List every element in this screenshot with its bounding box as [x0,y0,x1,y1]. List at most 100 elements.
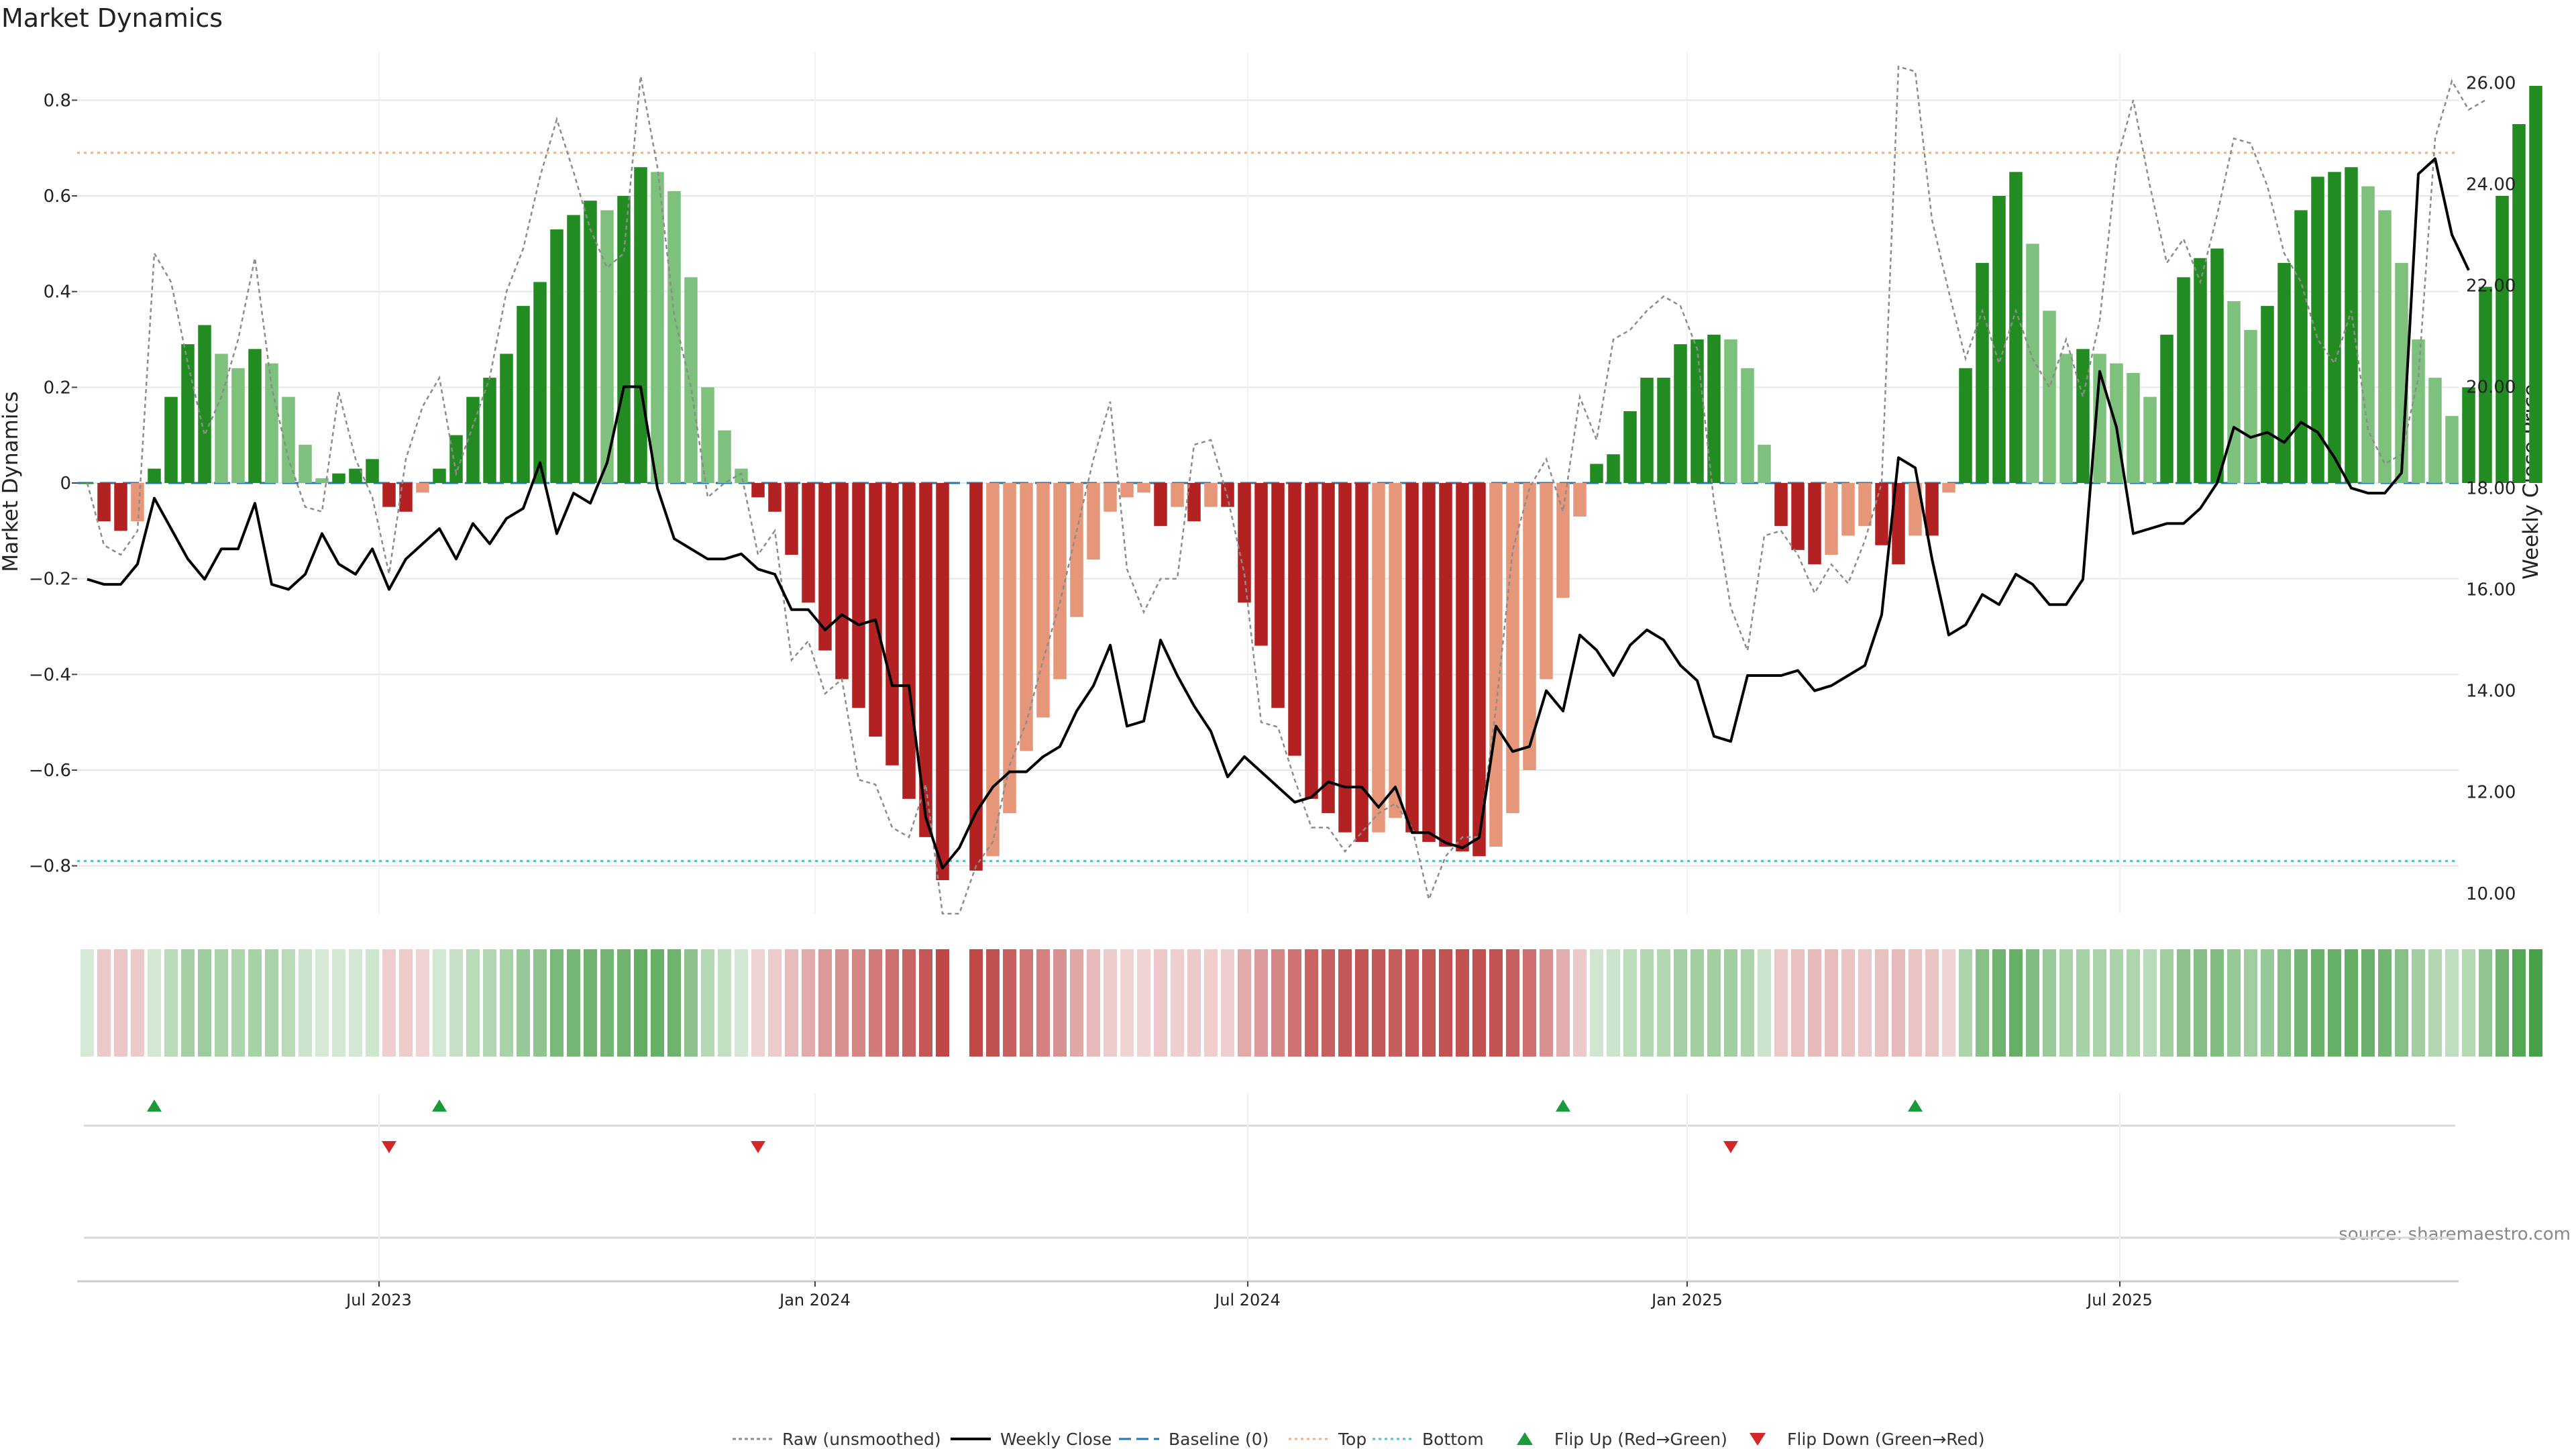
strip-cell-112 [1959,949,1972,1057]
y2-tick-label: 26.00 [2466,73,2516,93]
strip-cell-138 [2395,949,2408,1057]
strip-cell-80 [1422,949,1436,1057]
strip-cell-107 [1875,949,1888,1057]
bar-71 [1271,483,1285,708]
strip-cell-84 [1489,949,1503,1057]
strip-cell-90 [1590,949,1603,1057]
bars-series [80,85,2542,881]
strip-cell-137 [2378,949,2392,1057]
left-axis-ticks: −0.8 −0.6 −0.4 −0.2 0 0.2 0.4 0.6 0.8 [29,91,77,877]
strip-cell-65 [1171,949,1184,1057]
strip-cell-66 [1187,949,1201,1057]
bar-92 [1623,411,1637,483]
strip-cell-8 [215,949,228,1057]
bar-72 [1288,483,1301,756]
y-tick-label: −0.4 [29,665,71,685]
bar-30 [584,201,597,483]
bar-43 [802,483,815,603]
flip-up-marker [147,1099,162,1112]
strip-cell-135 [2345,949,2358,1057]
bar-67 [1204,483,1218,507]
strip-cell-72 [1288,949,1301,1057]
bar-102 [1791,483,1805,550]
bar-104 [1825,483,1838,555]
strip-cell-4 [148,949,161,1057]
bar-140 [2428,378,2442,483]
bar-62 [1120,483,1134,498]
strip-cell-92 [1623,949,1637,1057]
strip-cell-71 [1271,949,1285,1057]
bar-51 [936,483,949,881]
bar-75 [1338,483,1352,833]
bar-88 [1556,483,1570,598]
legend-label: Bottom [1422,1430,1484,1449]
strip-cell-113 [1976,949,1989,1057]
y-axis-label: Market Dynamics [0,391,23,572]
bar-25 [500,354,513,483]
bar-65 [1171,483,1184,507]
strip-cell-3 [131,949,144,1057]
strip-cell-88 [1556,949,1570,1057]
bar-20 [416,483,429,493]
flip-down-marker [1723,1141,1738,1153]
strip-cell-118 [2059,949,2073,1057]
bar-35 [667,191,681,483]
bar-21 [433,468,446,483]
bar-19 [399,483,413,512]
strip-cell-117 [2043,949,2056,1057]
strip-cell-9 [231,949,245,1057]
strip-cell-75 [1338,949,1352,1057]
strip-cell-38 [718,949,731,1057]
strip-cell-130 [2261,949,2274,1057]
strip-cell-59 [1070,949,1083,1057]
bar-130 [2261,306,2274,483]
bar-76 [1355,483,1368,842]
strip-cell-5 [164,949,178,1057]
bar-41 [768,483,782,512]
strip-cell-81 [1439,949,1452,1057]
strip-cell-29 [567,949,580,1057]
strip-cell-96 [1690,949,1704,1057]
strip-cell-136 [2361,949,2375,1057]
strip-cell-76 [1355,949,1368,1057]
strip-cell-124 [2160,949,2174,1057]
strip-cell-68 [1221,949,1234,1057]
bar-24 [483,378,496,483]
bar-34 [651,172,664,483]
bar-125 [2177,277,2190,483]
legend-label: Top [1338,1430,1366,1449]
strip-cell-51 [936,949,949,1057]
bar-3 [131,483,144,522]
bar-9 [231,368,245,483]
legend-item-baseline: Baseline (0) [1119,1430,1269,1449]
bar-1 [97,483,111,522]
strip-cell-30 [584,949,597,1057]
bar-74 [1322,483,1335,814]
flip-up-marker [1556,1099,1570,1112]
bar-90 [1590,464,1603,483]
strip-cell-142 [2462,949,2475,1057]
strip-cell-89 [1573,949,1587,1057]
bar-96 [1690,339,1704,483]
bar-95 [1674,344,1687,483]
bar-8 [215,354,228,483]
strip-cell-43 [802,949,815,1057]
y2-tick-label: 12.00 [2466,783,2516,803]
y-tick-label: 0.8 [44,91,71,111]
bar-11 [265,363,278,483]
strip-cell-1 [97,949,111,1057]
bar-131 [2277,262,2291,483]
bar-145 [2512,124,2526,483]
strip-cell-55 [1003,949,1016,1057]
strip-cell-127 [2210,949,2224,1057]
bar-101 [1774,483,1788,527]
bar-44 [818,483,832,651]
strip-cell-93 [1640,949,1654,1057]
strip-cell-37 [701,949,714,1057]
bar-38 [718,430,731,483]
strip-cell-16 [349,949,362,1057]
bar-26 [517,306,530,483]
bar-128 [2227,301,2241,483]
strip-cell-134 [2328,949,2341,1057]
strip-cell-110 [1925,949,1939,1057]
